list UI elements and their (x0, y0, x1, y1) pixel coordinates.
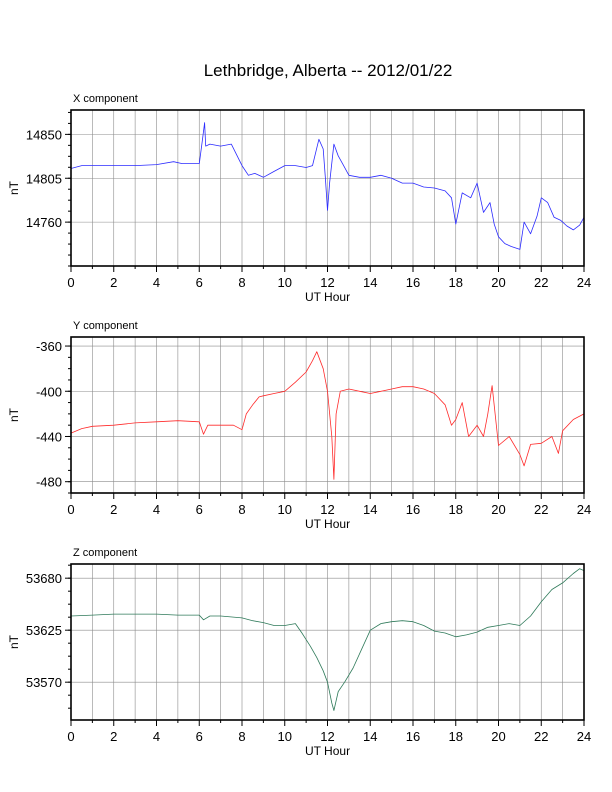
panel-2-xtick-label: 18 (449, 502, 463, 517)
panel-1-ytick-label: 14760 (26, 215, 62, 230)
panel-3-xtick-label: 6 (196, 729, 203, 744)
panel-3-xtick-label: 8 (238, 729, 245, 744)
panel-2-xtick-label: 8 (238, 502, 245, 517)
chart-title: Lethbridge, Alberta -- 2012/01/22 (204, 61, 453, 80)
panel-3-ytick-label: 53625 (26, 623, 62, 638)
panel-1-xtick-label: 16 (406, 275, 420, 290)
panel-2-xlabel: UT Hour (305, 517, 350, 531)
panel-1-ytick-label: 14805 (26, 171, 62, 186)
panel-1-xtick-label: 0 (67, 275, 74, 290)
panel-3-xtick-label: 16 (406, 729, 420, 744)
panel-3-xtick-label: 22 (534, 729, 548, 744)
panel-2-ytick-label: -440 (36, 429, 62, 444)
panel-2-xtick-label: 22 (534, 502, 548, 517)
panel-1-xlabel: UT Hour (305, 290, 350, 304)
panel-3-ytick-label: 53680 (26, 571, 62, 586)
panel-3-xtick-label: 12 (320, 729, 334, 744)
panel-2-xtick-label: 20 (491, 502, 505, 517)
panel-3-xtick-label: 4 (153, 729, 160, 744)
panel-1-xtick-label: 8 (238, 275, 245, 290)
panel-2-xtick-label: 10 (278, 502, 292, 517)
panel-1-ylabel: nT (7, 180, 21, 195)
panel-2-ytick-label: -400 (36, 384, 62, 399)
panel-1-xtick-label: 20 (491, 275, 505, 290)
panel-2-ytick-label: -360 (36, 339, 62, 354)
panel-1-title: X component (73, 93, 138, 105)
panel-3-xtick-label: 0 (67, 729, 74, 744)
panel-3-xtick-label: 10 (278, 729, 292, 744)
panel-2-xtick-label: 16 (406, 502, 420, 517)
panel-1-xtick-label: 6 (196, 275, 203, 290)
panel-2-xtick-label: 0 (67, 502, 74, 517)
panel-1-ytick-label: 14850 (26, 127, 62, 142)
panel-2-title: Y component (73, 320, 138, 332)
panel-1-xtick-label: 10 (278, 275, 292, 290)
panel-2-xtick-label: 24 (577, 502, 591, 517)
panel-2-xtick-label: 12 (320, 502, 334, 517)
panel-2-xtick-label: 2 (110, 502, 117, 517)
panel-2-xtick-label: 14 (363, 502, 377, 517)
panel-1-xtick-label: 12 (320, 275, 334, 290)
panel-3-title: Z component (73, 547, 137, 559)
panel-3-ylabel: nT (7, 634, 21, 649)
panel-2-xtick-label: 6 (196, 502, 203, 517)
panel-3-xtick-label: 24 (577, 729, 591, 744)
panel-1-xtick-label: 22 (534, 275, 548, 290)
panel-3-xtick-label: 2 (110, 729, 117, 744)
panel-1-xtick-label: 18 (449, 275, 463, 290)
panel-3-xtick-label: 14 (363, 729, 377, 744)
panel-3-ytick-label: 53570 (26, 675, 62, 690)
panel-3-xtick-label: 20 (491, 729, 505, 744)
panel-3-series-line (70, 568, 585, 711)
panel-1-series-line (70, 122, 585, 250)
panel-1-xtick-label: 2 (110, 275, 117, 290)
panel-2-ytick-label: -480 (36, 475, 62, 490)
panel-2-xtick-label: 4 (153, 502, 160, 517)
panel-3-xtick-label: 18 (449, 729, 463, 744)
panel-1-xtick-label: 4 (153, 275, 160, 290)
panel-1-xtick-label: 24 (577, 275, 591, 290)
panel-2-ylabel: nT (7, 407, 21, 422)
panel-1-xtick-label: 14 (363, 275, 377, 290)
panel-3-xlabel: UT Hour (305, 744, 350, 758)
panel-2-series-line (70, 351, 585, 480)
